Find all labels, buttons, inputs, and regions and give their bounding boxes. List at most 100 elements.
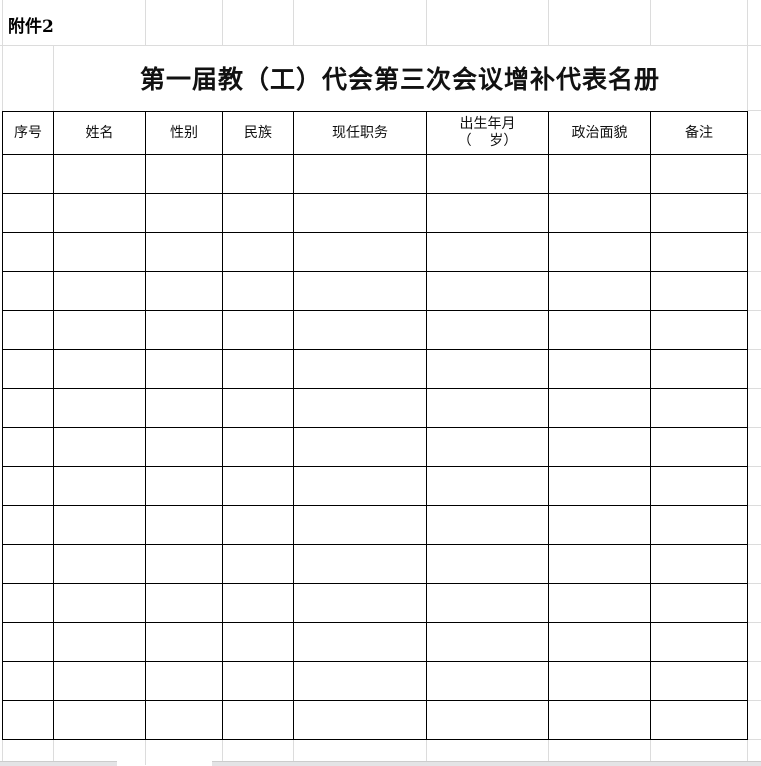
table-cell[interactable] [2,154,54,194]
table-cell[interactable] [2,700,54,740]
table-cell[interactable] [650,154,748,194]
table-cell[interactable] [548,583,651,623]
table-cell[interactable] [293,232,427,272]
table-cell[interactable] [222,661,294,701]
table-cell[interactable] [548,193,651,233]
table-cell[interactable] [222,271,294,311]
table-cell[interactable] [2,466,54,506]
table-cell[interactable] [145,700,223,740]
table-cell[interactable] [293,622,427,662]
horizontal-scrollbar[interactable] [212,761,761,766]
table-cell[interactable] [53,232,146,272]
header-remarks[interactable]: 备注 [650,111,748,155]
table-cell[interactable] [53,388,146,428]
table-cell[interactable] [222,466,294,506]
table-cell[interactable] [650,622,748,662]
table-cell[interactable] [650,193,748,233]
table-cell[interactable] [222,193,294,233]
table-cell[interactable] [650,700,748,740]
table-cell[interactable] [548,661,651,701]
sheet-tab-bar[interactable] [0,761,117,766]
table-cell[interactable] [548,154,651,194]
table-cell[interactable] [426,583,549,623]
table-cell[interactable] [650,388,748,428]
table-cell[interactable] [2,661,54,701]
table-cell[interactable] [426,349,549,389]
table-cell[interactable] [293,544,427,584]
table-cell[interactable] [548,505,651,545]
table-cell[interactable] [2,583,54,623]
table-cell[interactable] [145,310,223,350]
table-cell[interactable] [222,388,294,428]
table-cell[interactable] [548,622,651,662]
table-cell[interactable] [222,349,294,389]
header-index[interactable]: 序号 [2,111,54,155]
table-cell[interactable] [426,466,549,506]
table-cell[interactable] [293,349,427,389]
table-cell[interactable] [2,271,54,311]
table-cell[interactable] [222,505,294,545]
table-cell[interactable] [145,232,223,272]
table-cell[interactable] [548,310,651,350]
table-cell[interactable] [222,154,294,194]
table-cell[interactable] [53,505,146,545]
table-cell[interactable] [2,544,54,584]
table-cell[interactable] [145,466,223,506]
table-cell[interactable] [650,349,748,389]
table-cell[interactable] [145,349,223,389]
table-cell[interactable] [650,661,748,701]
table-cell[interactable] [222,427,294,467]
table-cell[interactable] [2,388,54,428]
table-cell[interactable] [53,466,146,506]
table-cell[interactable] [145,583,223,623]
table-cell[interactable] [293,388,427,428]
table-cell[interactable] [293,700,427,740]
table-cell[interactable] [426,154,549,194]
header-birth[interactable]: 出生年月（ 岁） [426,111,549,155]
table-cell[interactable] [222,310,294,350]
table-cell[interactable] [548,544,651,584]
header-ethnicity[interactable]: 民族 [222,111,294,155]
table-cell[interactable] [222,622,294,662]
header-political-status[interactable]: 政治面貌 [548,111,651,155]
table-cell[interactable] [548,271,651,311]
table-cell[interactable] [222,700,294,740]
table-cell[interactable] [426,622,549,662]
table-cell[interactable] [426,544,549,584]
table-cell[interactable] [145,661,223,701]
table-cell[interactable] [53,661,146,701]
table-cell[interactable] [222,544,294,584]
table-cell[interactable] [548,232,651,272]
table-cell[interactable] [293,466,427,506]
table-cell[interactable] [650,583,748,623]
table-cell[interactable] [2,505,54,545]
table-cell[interactable] [650,271,748,311]
table-cell[interactable] [650,310,748,350]
table-cell[interactable] [426,700,549,740]
table-cell[interactable] [2,622,54,662]
table-cell[interactable] [53,310,146,350]
table-cell[interactable] [293,661,427,701]
table-cell[interactable] [650,427,748,467]
table-cell[interactable] [426,232,549,272]
table-cell[interactable] [53,193,146,233]
table-cell[interactable] [293,505,427,545]
table-cell[interactable] [293,583,427,623]
table-cell[interactable] [222,583,294,623]
table-cell[interactable] [426,193,549,233]
table-cell[interactable] [2,349,54,389]
table-cell[interactable] [145,388,223,428]
table-cell[interactable] [426,661,549,701]
table-cell[interactable] [145,544,223,584]
table-cell[interactable] [2,193,54,233]
header-name[interactable]: 姓名 [53,111,146,155]
table-cell[interactable] [2,427,54,467]
table-cell[interactable] [53,154,146,194]
table-cell[interactable] [293,427,427,467]
table-cell[interactable] [145,427,223,467]
table-cell[interactable] [650,466,748,506]
table-cell[interactable] [145,505,223,545]
table-cell[interactable] [650,544,748,584]
table-cell[interactable] [293,271,427,311]
table-cell[interactable] [53,544,146,584]
